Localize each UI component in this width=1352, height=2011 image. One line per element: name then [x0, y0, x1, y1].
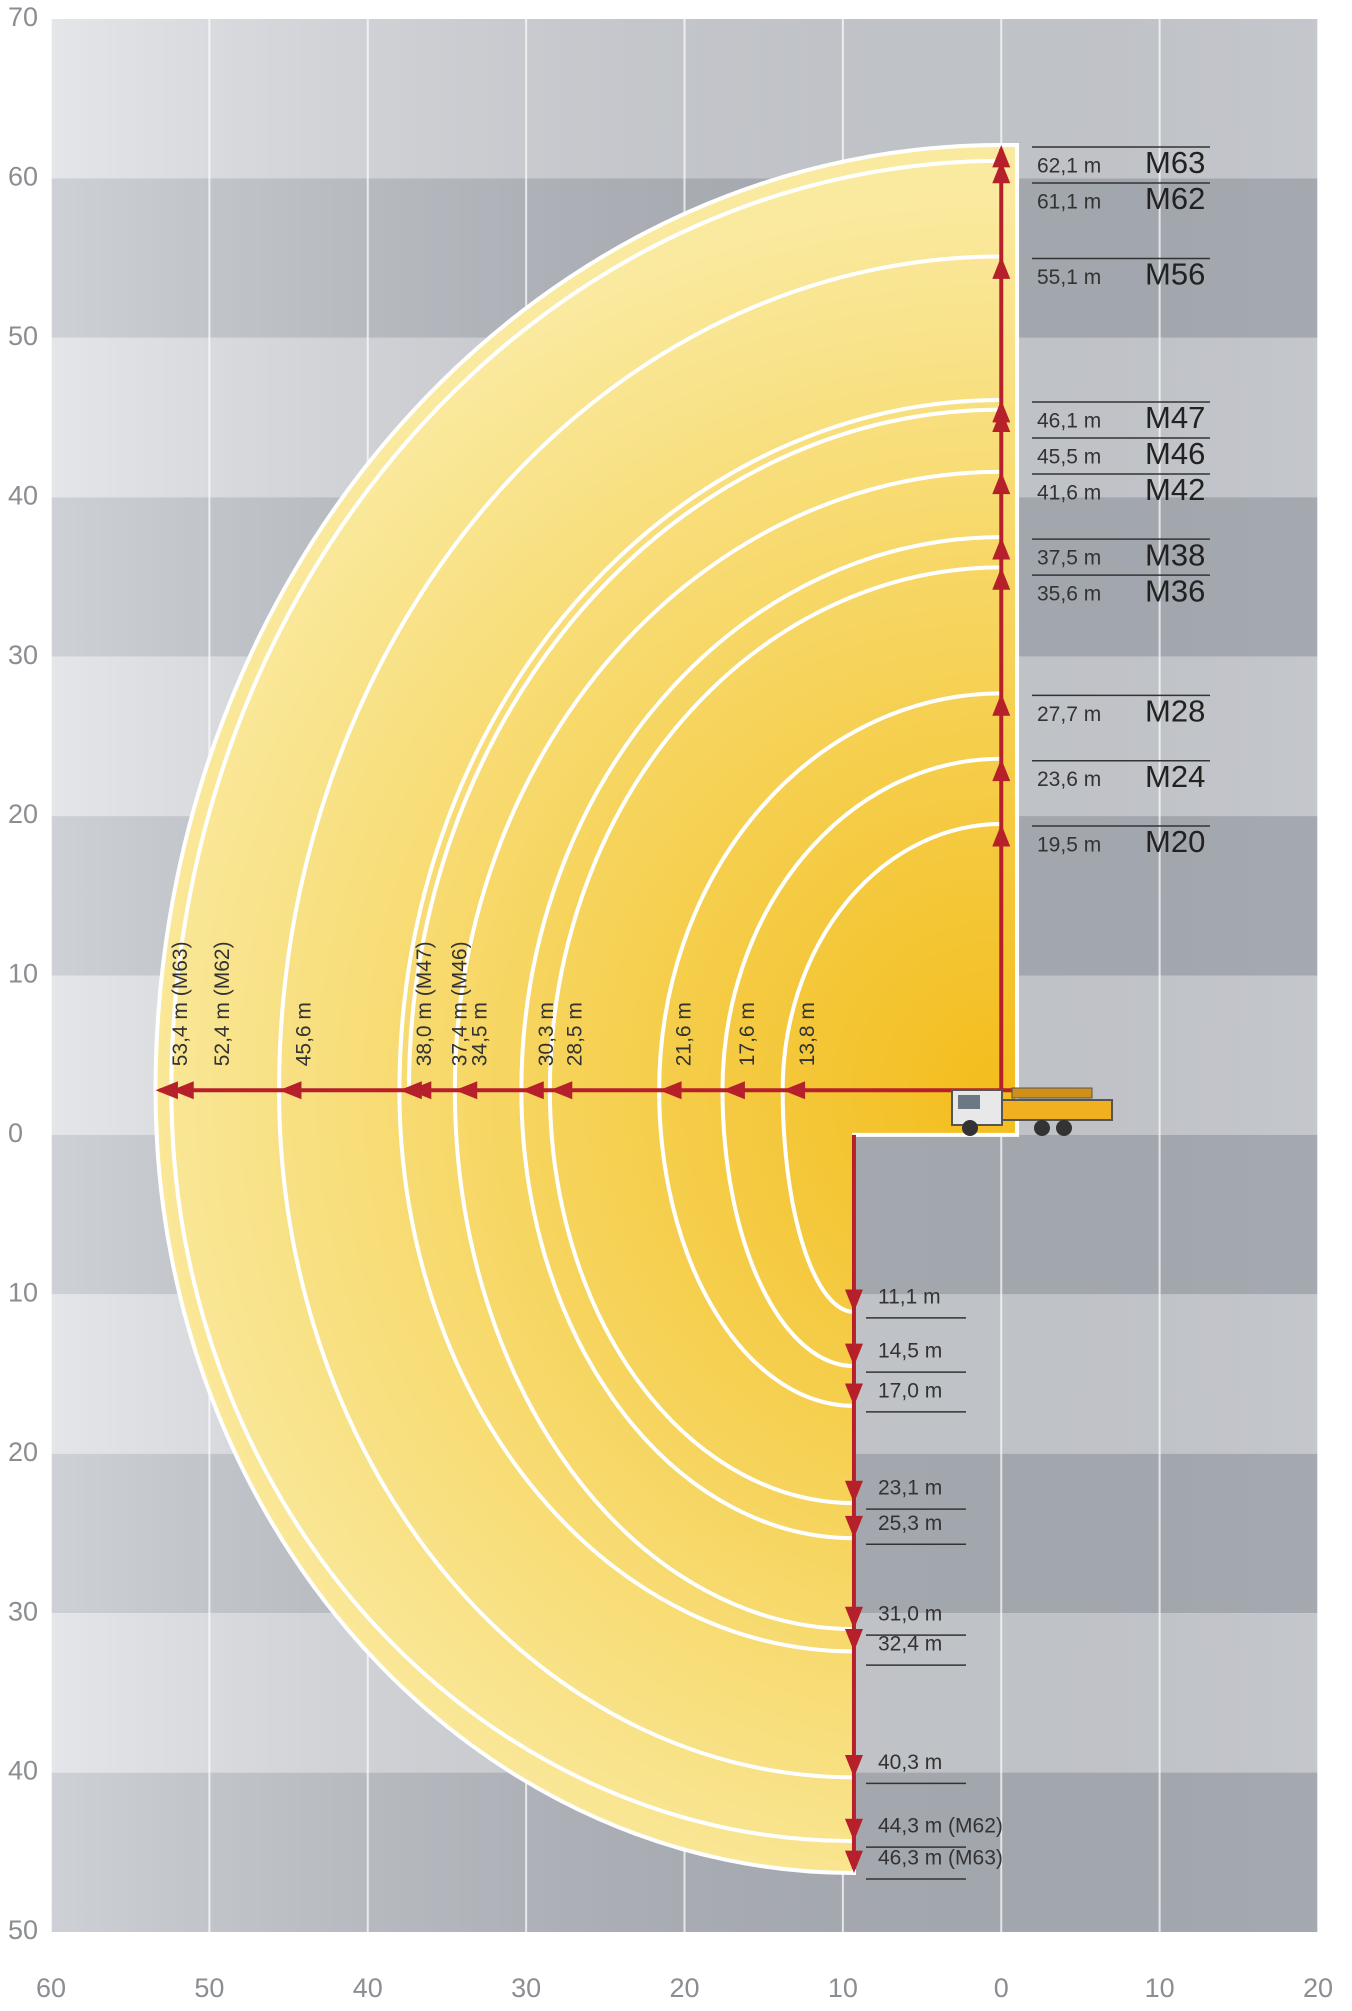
- x-tick-label: 20: [1303, 1973, 1333, 2003]
- y-tick-label: 40: [8, 1756, 38, 1786]
- boom: [1002, 1100, 1112, 1120]
- y-tick-label: 30: [8, 640, 38, 670]
- y-tick-label: 50: [8, 1915, 38, 1945]
- depth-label: 14,5 m: [878, 1340, 942, 1363]
- height-label: 37,5 m: [1037, 547, 1101, 570]
- reach-label: 34,5 m: [468, 1002, 491, 1066]
- depth-label: 44,3 m (M62): [878, 1815, 1003, 1838]
- height-label: 23,6 m: [1037, 768, 1101, 791]
- y-tick-label: 20: [8, 1437, 38, 1467]
- model-label: M20: [1145, 824, 1205, 859]
- reach-label: 17,6 m: [736, 1002, 759, 1066]
- x-tick-label: 60: [36, 1973, 66, 2003]
- depth-label: 25,3 m: [878, 1512, 942, 1535]
- x-tick-label: 30: [511, 1973, 541, 2003]
- y-tick-label: 10: [8, 1277, 38, 1307]
- model-label: M47: [1145, 400, 1205, 435]
- height-label: 55,1 m: [1037, 266, 1101, 289]
- y-tick-label: 60: [8, 162, 38, 192]
- y-tick-label: 10: [8, 959, 38, 989]
- reach-label: 13,8 m: [796, 1002, 819, 1066]
- depth-label: 17,0 m: [878, 1379, 942, 1402]
- x-tick-label: 0: [994, 1973, 1009, 2003]
- model-label: M42: [1145, 472, 1205, 507]
- y-tick-label: 0: [8, 1118, 23, 1148]
- y-tick-label: 40: [8, 480, 38, 510]
- reach-label: 45,6 m: [293, 1002, 316, 1066]
- height-label: 35,6 m: [1037, 583, 1101, 606]
- model-label: M56: [1145, 257, 1205, 292]
- model-label: M46: [1145, 436, 1205, 471]
- window: [958, 1095, 980, 1109]
- wheel: [1034, 1120, 1050, 1136]
- y-tick-label: 30: [8, 1596, 38, 1626]
- depth-label: 23,1 m: [878, 1477, 942, 1500]
- reach-label: 28,5 m: [563, 1002, 586, 1066]
- x-tick-label: 50: [194, 1973, 224, 2003]
- y-tick-label: 50: [8, 321, 38, 351]
- reach-label: 38,0 m (M47): [413, 941, 436, 1066]
- wheel: [1056, 1120, 1072, 1136]
- chart: 70 60 50 40 30 20 10 0 10 20 30 40 50 60 50 40 30 20 10 0 10…: [0, 0, 1352, 2011]
- reach-label: 21,6 m: [673, 1002, 696, 1066]
- model-label: M24: [1145, 759, 1205, 794]
- boom-top: [1012, 1088, 1092, 1098]
- x-tick-label: 10: [1145, 1973, 1175, 2003]
- model-label: M38: [1145, 537, 1205, 572]
- depth-label: 32,4 m: [878, 1633, 942, 1656]
- reach-label: 53,4 m (M63): [169, 941, 192, 1066]
- height-label: 61,1 m: [1037, 190, 1101, 213]
- model-label: M36: [1145, 573, 1205, 608]
- x-tick-label: 10: [828, 1973, 858, 2003]
- reach-label: 52,4 m (M62): [211, 941, 234, 1066]
- model-label: M28: [1145, 694, 1205, 729]
- height-label: 45,5 m: [1037, 446, 1101, 469]
- wheel: [962, 1120, 978, 1136]
- height-label: 27,7 m: [1037, 703, 1101, 726]
- depth-label: 46,3 m (M63): [878, 1847, 1003, 1870]
- y-tick-label: 20: [8, 799, 38, 829]
- x-tick-label: 40: [353, 1973, 383, 2003]
- depth-label: 31,0 m: [878, 1603, 942, 1626]
- y-tick-label: 70: [8, 2, 38, 32]
- depth-label: 40,3 m: [878, 1751, 942, 1774]
- model-label: M62: [1145, 181, 1205, 216]
- model-label: M63: [1145, 145, 1205, 180]
- x-tick-label: 20: [669, 1973, 699, 2003]
- height-label: 41,6 m: [1037, 482, 1101, 505]
- reach-label: 30,3 m: [535, 1002, 558, 1066]
- height-label: 19,5 m: [1037, 834, 1101, 857]
- depth-label: 11,1 m: [878, 1285, 941, 1308]
- height-label: 46,1 m: [1037, 410, 1101, 433]
- height-label: 62,1 m: [1037, 154, 1101, 177]
